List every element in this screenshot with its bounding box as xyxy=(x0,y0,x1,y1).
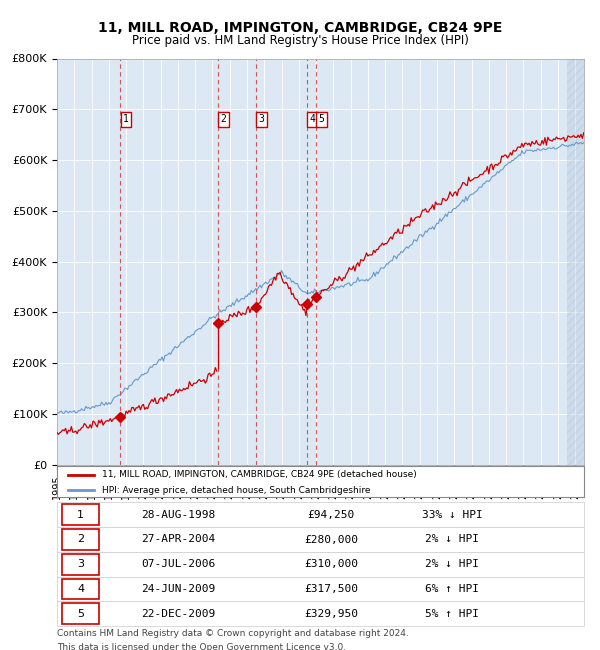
Text: 07-JUL-2006: 07-JUL-2006 xyxy=(141,559,215,569)
Text: 4: 4 xyxy=(310,114,316,124)
Text: £310,000: £310,000 xyxy=(304,559,358,569)
Text: 6% ↑ HPI: 6% ↑ HPI xyxy=(425,584,479,594)
Text: HPI: Average price, detached house, South Cambridgeshire: HPI: Average price, detached house, Sout… xyxy=(102,486,370,495)
Text: 28-AUG-1998: 28-AUG-1998 xyxy=(141,510,215,520)
Text: 1: 1 xyxy=(77,510,84,520)
Text: Price paid vs. HM Land Registry's House Price Index (HPI): Price paid vs. HM Land Registry's House … xyxy=(131,34,469,47)
Text: 3: 3 xyxy=(77,559,84,569)
Bar xyxy=(566,58,584,465)
FancyBboxPatch shape xyxy=(57,466,584,497)
FancyBboxPatch shape xyxy=(62,554,99,575)
FancyBboxPatch shape xyxy=(57,552,584,577)
Text: 2% ↓ HPI: 2% ↓ HPI xyxy=(425,559,479,569)
Text: 3: 3 xyxy=(259,114,265,124)
Text: Contains HM Land Registry data © Crown copyright and database right 2024.: Contains HM Land Registry data © Crown c… xyxy=(57,629,409,638)
Text: 5: 5 xyxy=(77,608,84,619)
Text: 22-DEC-2009: 22-DEC-2009 xyxy=(141,608,215,619)
Text: 1: 1 xyxy=(123,114,129,124)
Text: 5: 5 xyxy=(319,114,324,124)
FancyBboxPatch shape xyxy=(57,502,584,527)
Text: 24-JUN-2009: 24-JUN-2009 xyxy=(141,584,215,594)
Text: 2: 2 xyxy=(221,114,226,124)
Text: £329,950: £329,950 xyxy=(304,608,358,619)
Text: £94,250: £94,250 xyxy=(307,510,355,520)
Text: 33% ↓ HPI: 33% ↓ HPI xyxy=(422,510,482,520)
FancyBboxPatch shape xyxy=(62,603,99,624)
Text: £280,000: £280,000 xyxy=(304,534,358,545)
Text: 11, MILL ROAD, IMPINGTON, CAMBRIDGE, CB24 9PE: 11, MILL ROAD, IMPINGTON, CAMBRIDGE, CB2… xyxy=(98,21,502,35)
Text: £317,500: £317,500 xyxy=(304,584,358,594)
FancyBboxPatch shape xyxy=(57,577,584,601)
Text: 5% ↑ HPI: 5% ↑ HPI xyxy=(425,608,479,619)
Text: 11, MILL ROAD, IMPINGTON, CAMBRIDGE, CB24 9PE (detached house): 11, MILL ROAD, IMPINGTON, CAMBRIDGE, CB2… xyxy=(102,471,416,479)
Text: 4: 4 xyxy=(77,584,84,594)
Text: 2% ↓ HPI: 2% ↓ HPI xyxy=(425,534,479,545)
Text: 27-APR-2004: 27-APR-2004 xyxy=(141,534,215,545)
Text: This data is licensed under the Open Government Licence v3.0.: This data is licensed under the Open Gov… xyxy=(57,644,346,650)
FancyBboxPatch shape xyxy=(57,527,584,552)
FancyBboxPatch shape xyxy=(62,504,99,525)
FancyBboxPatch shape xyxy=(57,601,584,626)
Text: 2: 2 xyxy=(77,534,84,545)
FancyBboxPatch shape xyxy=(62,529,99,550)
FancyBboxPatch shape xyxy=(62,578,99,599)
